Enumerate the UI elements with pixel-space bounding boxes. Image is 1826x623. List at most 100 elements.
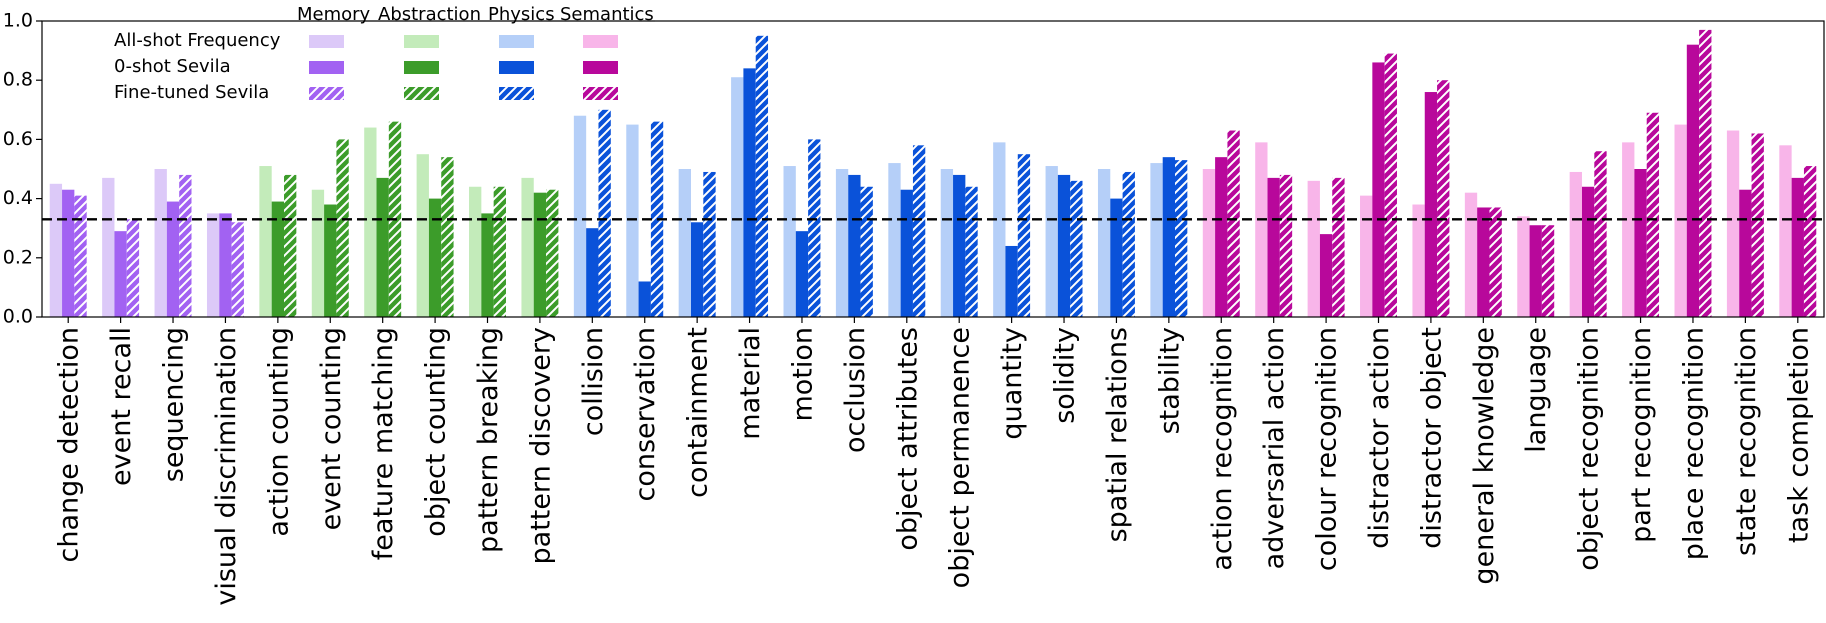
bar <box>1517 216 1530 317</box>
bar <box>259 166 272 317</box>
x-tick-label: object counting <box>421 327 452 537</box>
x-tick-label: object attributes <box>892 327 923 551</box>
x-tick-label: object recognition <box>1574 327 1605 571</box>
x-tick-label: stability <box>1154 327 1185 434</box>
bar <box>1437 80 1450 317</box>
bar <box>953 174 966 317</box>
x-tick-label: place recognition <box>1678 327 1709 560</box>
bar <box>1686 44 1700 318</box>
x-tick-label: visual discrimination <box>211 327 242 606</box>
bar <box>1227 130 1240 317</box>
bar <box>1646 112 1660 317</box>
bar <box>1045 166 1058 317</box>
legend-swatch <box>499 87 534 100</box>
x-tick-label: action recognition <box>1207 327 1238 571</box>
bar <box>743 68 756 317</box>
x-tick-label: part recognition <box>1626 327 1657 543</box>
x-tick-label: material <box>735 327 766 440</box>
bar <box>731 77 744 318</box>
legend-swatch <box>309 87 344 100</box>
bar <box>311 189 325 317</box>
bar <box>1122 171 1135 317</box>
bar <box>74 195 87 317</box>
bar <box>690 222 704 317</box>
x-tick-label: feature matching <box>368 327 399 560</box>
bar <box>49 183 63 317</box>
bar <box>324 204 337 317</box>
bar <box>1110 198 1123 317</box>
x-tick-label: solidity <box>1050 327 1081 424</box>
bar <box>1384 53 1397 318</box>
bar <box>1674 124 1687 317</box>
bar <box>271 201 285 317</box>
bar <box>638 281 651 317</box>
legend-label: All-shot Frequency <box>114 30 281 51</box>
legend-swatch <box>404 61 439 74</box>
bar <box>1150 163 1163 317</box>
y-tick-label: 0.8 <box>3 69 33 91</box>
bar <box>284 174 297 317</box>
bar <box>1372 62 1385 317</box>
bar <box>416 154 429 317</box>
x-tick-label: event recall <box>106 327 137 486</box>
y-tick-label: 0.4 <box>3 187 33 209</box>
bar <box>1424 92 1438 317</box>
x-tick-label: occlusion <box>840 327 871 453</box>
x-tick-label: distractor action <box>1364 327 1395 549</box>
y-tick-label: 0.0 <box>3 306 33 328</box>
legend-group-label: Memory <box>297 4 371 25</box>
bar <box>1739 189 1752 317</box>
plot-frame <box>41 20 1825 318</box>
x-tick-label: state recognition <box>1731 327 1762 556</box>
bar <box>1215 157 1228 317</box>
legend-swatch <box>583 61 618 74</box>
legend-swatch <box>309 35 344 48</box>
y-tick-label: 1.0 <box>3 10 33 32</box>
legend-swatch <box>404 35 439 48</box>
bar <box>1477 207 1490 317</box>
bar <box>364 127 377 317</box>
x-tick-label: motion <box>787 327 818 422</box>
bar <box>1279 174 1293 317</box>
legend-group-label: Abstraction <box>378 4 481 25</box>
x-tick-label: distractor object <box>1416 327 1447 549</box>
bar <box>1726 130 1740 317</box>
bar <box>598 109 611 317</box>
x-tick-label: action counting <box>263 327 294 537</box>
x-tick-label: object permanence <box>945 327 976 588</box>
bar <box>1097 169 1111 317</box>
x-tick-label: pattern breaking <box>473 327 504 553</box>
bar <box>493 186 506 317</box>
bar <box>62 189 75 317</box>
legend-label: 0-shot Sevila <box>114 56 231 77</box>
bar <box>102 177 115 317</box>
bar <box>219 213 232 317</box>
bar <box>166 201 180 317</box>
bar <box>1412 204 1425 317</box>
x-tick-label: spatial relations <box>1102 327 1133 542</box>
bar <box>1489 207 1502 317</box>
legend-group-label: Semantics <box>560 4 654 25</box>
bar <box>965 186 978 317</box>
bar <box>993 142 1006 317</box>
x-tick-label: quantity <box>997 327 1028 440</box>
y-tick-label: 0.6 <box>3 128 33 150</box>
bar <box>481 213 494 317</box>
bar <box>900 189 913 317</box>
bar <box>154 169 167 317</box>
x-tick-label: change detection <box>54 327 85 562</box>
bar <box>586 228 599 317</box>
bar <box>469 186 482 317</box>
bar <box>1255 142 1268 317</box>
bar <box>1594 151 1607 317</box>
x-tick-label: containment <box>683 327 714 498</box>
bar <box>521 177 534 317</box>
bar <box>1162 157 1176 317</box>
bar <box>888 163 901 317</box>
x-tick-label: general knowledge <box>1469 327 1500 585</box>
bar <box>940 169 954 317</box>
bar <box>533 192 547 317</box>
bar <box>1622 142 1635 317</box>
x-tick-label: task completion <box>1783 327 1814 543</box>
